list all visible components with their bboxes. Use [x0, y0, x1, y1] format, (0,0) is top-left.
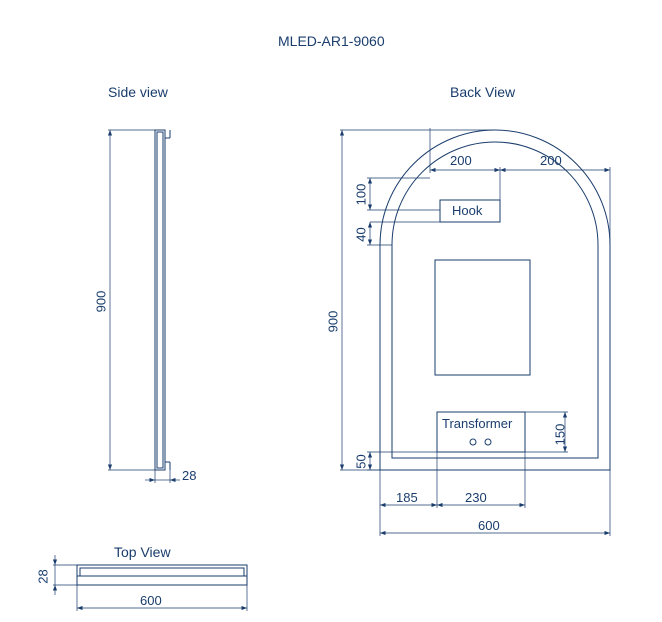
dim-text-back-150: 150: [552, 424, 567, 446]
dim-top-28: [53, 555, 77, 595]
dim-back-200b: [500, 167, 610, 245]
dim-text-side-28: 28: [182, 468, 196, 483]
dim-text-top-28: 28: [36, 569, 51, 583]
dim-text-back-40: 40: [354, 227, 369, 241]
dim-back-100: [367, 178, 440, 210]
dim-text-back-600: 600: [478, 518, 500, 533]
dim-side-28: [145, 470, 180, 483]
dim-back-50: [367, 452, 437, 470]
dim-top-600: [77, 585, 247, 611]
side-view-shape: [155, 130, 170, 470]
top-view-shape: [77, 565, 247, 585]
dim-text-side-900: 900: [93, 291, 108, 313]
dim-side-900: [108, 130, 155, 470]
dim-back-40: [367, 222, 392, 245]
dim-text-back-185: 185: [396, 490, 418, 505]
transformer-label: Transformer: [442, 416, 512, 431]
hook-label: Hook: [452, 203, 482, 218]
dim-text-back-50: 50: [354, 454, 369, 468]
dim-text-back-100: 100: [353, 184, 368, 206]
dim-text-back-230: 230: [465, 490, 487, 505]
dim-text-back-900: 900: [325, 311, 340, 333]
dim-text-top-600: 600: [140, 593, 162, 608]
dim-text-back-200a: 200: [450, 153, 472, 168]
dim-text-back-200b: 200: [540, 153, 562, 168]
